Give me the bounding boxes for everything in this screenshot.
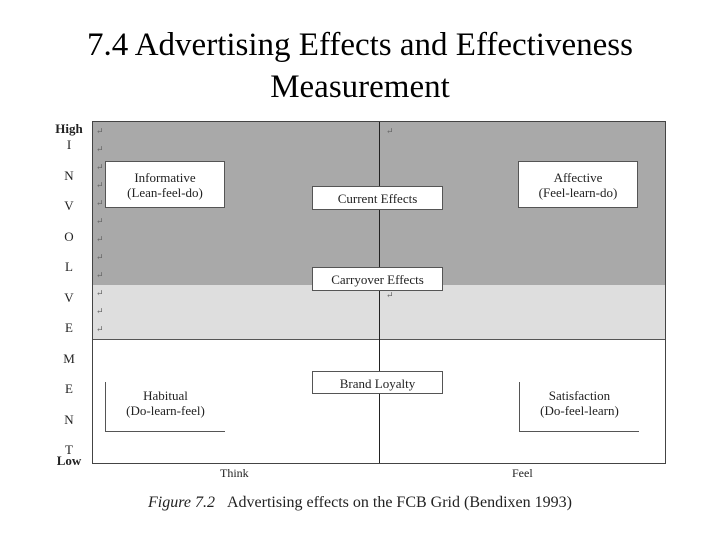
paragraph-mark: ↵ — [96, 324, 104, 334]
affective-sequence: (Feel-learn-do) — [538, 185, 618, 200]
current-effects-box: Current Effects — [312, 186, 443, 210]
paragraph-mark: ↵ — [96, 252, 104, 262]
paragraph-mark: ↵ — [96, 126, 104, 136]
slide-title-line-1: 7.4 Advertising Effects and Effectivenes… — [87, 27, 633, 63]
informative-box: Informative (Lean-feel-do) — [105, 161, 225, 208]
paragraph-mark: ↵ — [96, 306, 104, 316]
figure-number: Figure 7.2 — [148, 494, 215, 511]
habitual-name: Habitual — [143, 388, 188, 403]
x-axis-feel-label: Feel — [512, 466, 533, 480]
satisfaction-name: Satisfaction — [548, 388, 611, 403]
slide-title: 7.4 Advertising Effects and Effectivenes… — [0, 24, 720, 108]
y-axis-low-label: Low — [56, 453, 82, 468]
figure-caption-text: Advertising effects on the FCB Grid (Ben… — [226, 494, 572, 511]
y-axis-letter: M — [63, 350, 75, 366]
affective-box: Affective (Feel-learn-do) — [518, 161, 638, 208]
y-axis-letter: N — [64, 411, 74, 427]
satisfaction-sequence: (Do-feel-learn) — [540, 403, 619, 418]
carryover-effects-label: Carryover Effects — [331, 272, 424, 287]
y-axis-letter: I — [66, 137, 72, 152]
paragraph-mark: ↵ — [96, 288, 104, 298]
paragraph-mark: ↵ — [96, 216, 104, 226]
fcb-grid: ↵ ↵ ↵ ↵ ↵ ↵ ↵ ↵ ↵ ↵ ↵ ↵ ↵ ↵ Informative (Lean-feel-… — [92, 121, 666, 464]
paragraph-mark: ↵ — [96, 198, 104, 208]
affective-name: Affective — [553, 170, 603, 185]
y-axis-letter: E — [65, 320, 73, 335]
x-axis-think-label: Think — [220, 466, 249, 480]
y-axis-letter: O — [64, 228, 74, 244]
y-axis-letter: E — [65, 381, 73, 396]
y-axis-letter: V — [64, 198, 74, 213]
y-axis-letter: V — [64, 289, 74, 305]
satisfaction-box: Satisfaction (Do-feel-learn) — [519, 382, 639, 432]
informative-sequence: (Lean-feel-do) — [127, 185, 203, 200]
paragraph-mark: ↵ — [96, 234, 104, 244]
y-axis-letter: N — [64, 167, 74, 183]
paragraph-mark: ↵ — [96, 270, 104, 280]
y-axis-high-label: High — [55, 121, 83, 136]
habitual-box: Habitual (Do-learn-feel) — [105, 382, 225, 432]
habitual-sequence: (Do-learn-feel) — [126, 403, 205, 418]
figure-caption: Figure 7.2 Advertising effects on the FCB… — [0, 494, 720, 512]
brand-loyalty-box: Brand Loyalty — [312, 371, 443, 394]
slide-title-line-2: Measurement — [270, 69, 450, 105]
paragraph-mark: ↵ — [96, 144, 104, 154]
current-effects-label: Current Effects — [337, 191, 418, 206]
paragraph-mark: ↵ — [96, 180, 104, 190]
y-axis-letter: T — [65, 442, 73, 457]
brand-loyalty-label: Brand Loyalty — [339, 376, 416, 391]
paragraph-mark-top: ↵ — [386, 126, 394, 136]
paragraph-mark-middle: ↵ — [386, 290, 394, 300]
y-axis-letter: L — [65, 259, 73, 274]
carryover-effects-box: Carryover Effects — [312, 267, 443, 291]
paragraph-mark: ↵ — [96, 162, 104, 172]
vertical-divider — [379, 122, 380, 463]
informative-name: Informative — [134, 170, 196, 185]
